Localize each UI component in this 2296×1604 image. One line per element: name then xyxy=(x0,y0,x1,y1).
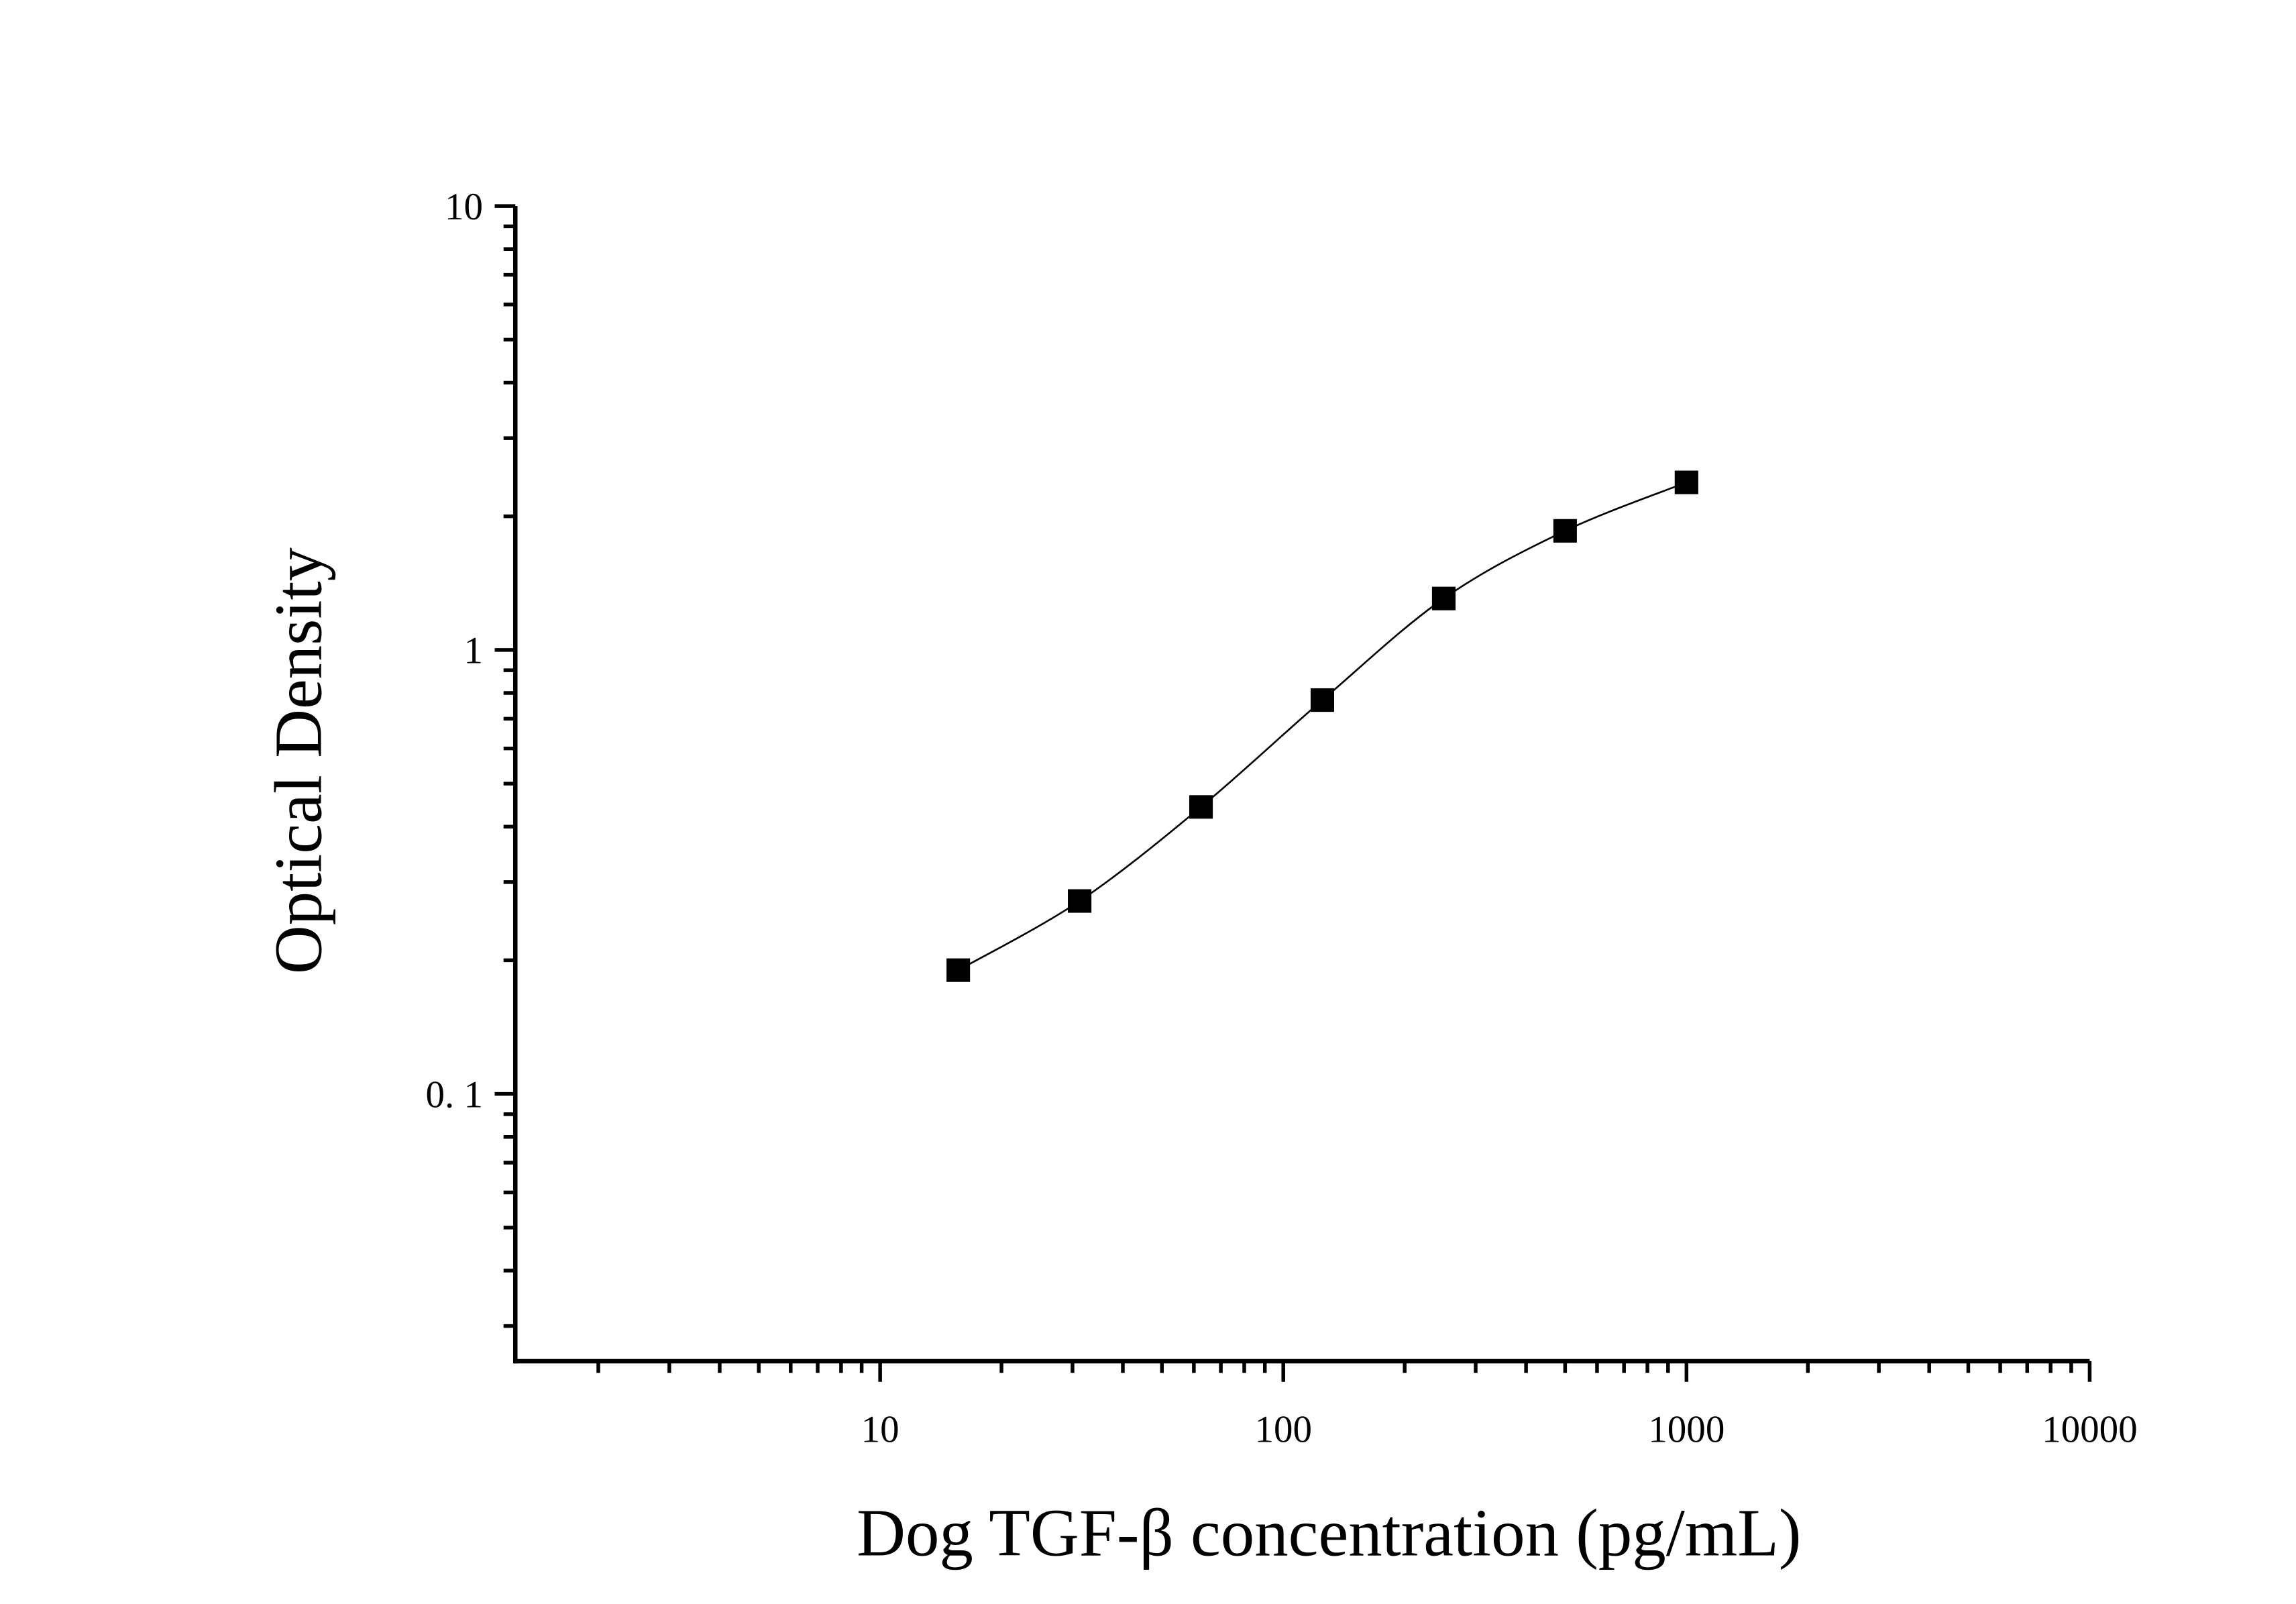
data-point xyxy=(1310,688,1335,712)
y-tick-label: 10 xyxy=(445,186,483,228)
data-point xyxy=(946,958,971,982)
data-point xyxy=(1431,586,1456,610)
data-point xyxy=(1189,795,1213,819)
axes xyxy=(512,206,2090,1364)
x-tick-label: 10000 xyxy=(2042,1409,2138,1451)
x-tick-label: 1000 xyxy=(1648,1409,1725,1451)
x-axis-label: Dog TGF-β concentration (pg/mL) xyxy=(857,1495,1801,1570)
y-tick-label: 0. 1 xyxy=(425,1073,483,1116)
data-point xyxy=(1068,889,1092,913)
x-tick-label: 100 xyxy=(1254,1409,1312,1451)
x-tick-label: 10 xyxy=(861,1409,899,1451)
data-point xyxy=(1553,519,1577,543)
data-point xyxy=(1674,470,1698,494)
y-axis-label: Optical Density xyxy=(261,547,336,975)
fit-curve xyxy=(957,481,1687,971)
data-points xyxy=(946,470,1698,982)
ticks: 10 100 1000 10000 0. 1 1 10 xyxy=(425,186,2137,1451)
y-tick-label: 1 xyxy=(463,630,483,672)
